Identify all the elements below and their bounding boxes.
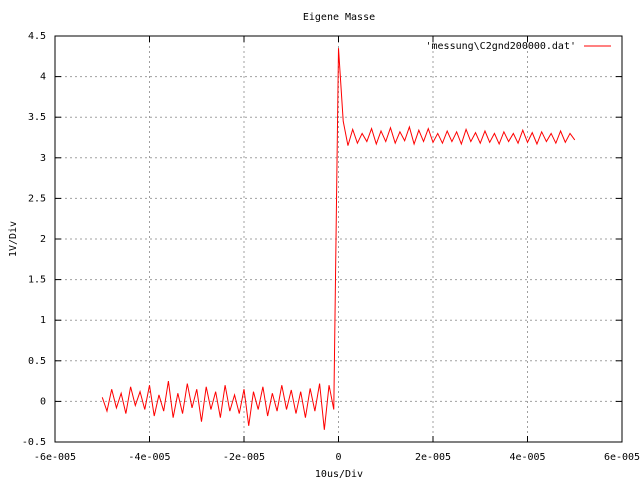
x-tick-label: -6e-005 — [34, 452, 76, 463]
legend-label: 'messung\C2gnd200000.dat' — [425, 41, 576, 52]
y-tick-label: 0.5 — [28, 356, 46, 367]
x-tick-label: 6e-005 — [604, 452, 640, 463]
data-line — [101, 48, 576, 430]
y-tick-label: -0.5 — [22, 437, 46, 448]
x-tick-label: 2e-005 — [415, 452, 451, 463]
y-axis-label: 1V/Div — [8, 221, 19, 257]
y-tick-label: 1 — [40, 315, 46, 326]
y-tick-label: 2.5 — [28, 193, 46, 204]
y-tick-label: 3.5 — [28, 112, 46, 123]
x-tick-label: -4e-005 — [128, 452, 170, 463]
y-tick-label: 2 — [40, 234, 46, 245]
x-tick-label: -2e-005 — [223, 452, 265, 463]
x-tick-label: 0 — [335, 452, 341, 463]
y-tick-label: 4.5 — [28, 31, 46, 42]
y-tick-label: 0 — [40, 396, 46, 407]
y-tick-label: 4 — [40, 72, 46, 83]
chart-title: Eigene Masse — [303, 12, 375, 23]
plot-frame — [54, 35, 623, 443]
y-tick-label: 3 — [40, 153, 46, 164]
x-axis-label: 10us/Div — [315, 469, 363, 480]
x-tick-label: 4e-005 — [509, 452, 545, 463]
y-tick-label: 1.5 — [28, 275, 46, 286]
